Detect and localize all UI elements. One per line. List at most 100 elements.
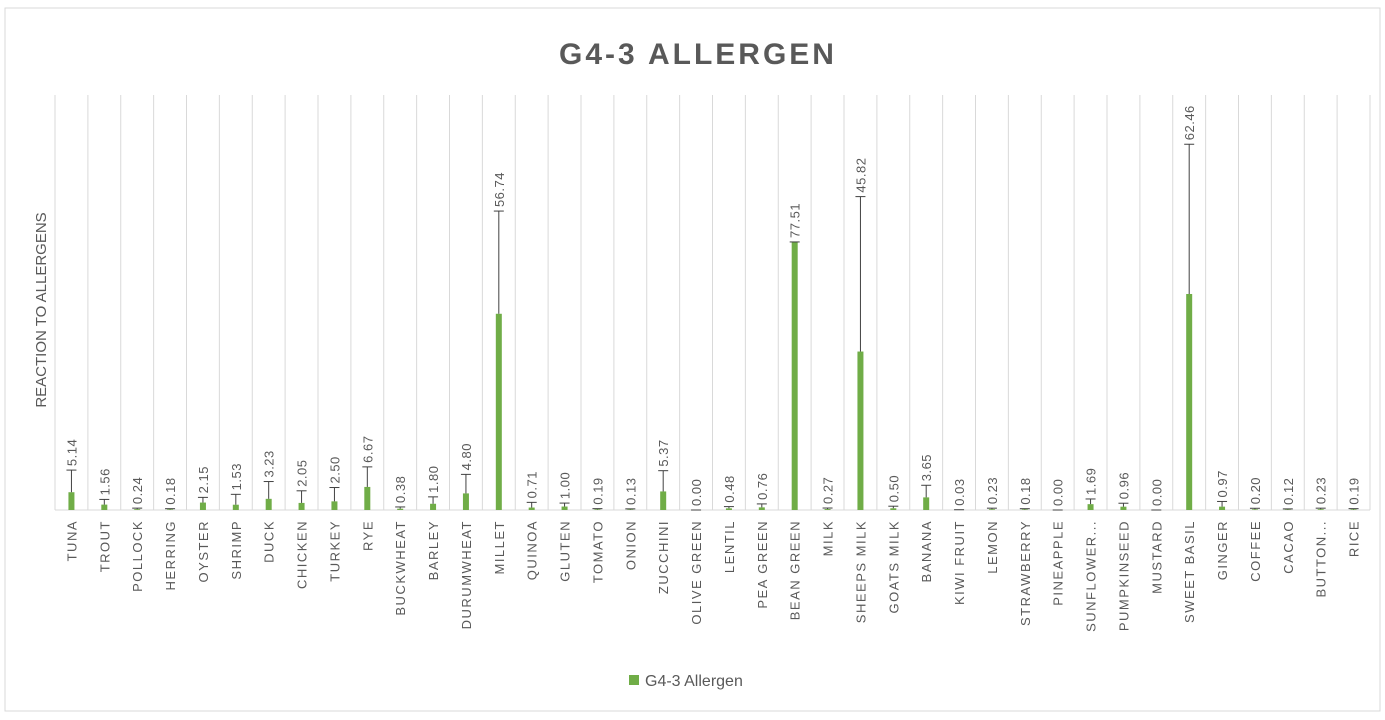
data-label: 62.46 bbox=[1182, 105, 1197, 140]
data-label: 0.96 bbox=[1116, 472, 1131, 499]
bar bbox=[1022, 509, 1028, 510]
x-tick-label: PUMPKINSEED bbox=[1116, 520, 1131, 631]
data-label: 5.37 bbox=[656, 439, 671, 466]
x-tick-label: TOMATO bbox=[590, 520, 605, 583]
bar bbox=[68, 492, 74, 510]
x-tick-label: GLUTEN bbox=[558, 520, 573, 582]
x-tick-label: SWEET BASIL bbox=[1182, 520, 1197, 623]
x-tick-label: BUCKWHEAT bbox=[393, 520, 408, 616]
bar bbox=[397, 509, 403, 510]
data-label: 1.69 bbox=[1084, 468, 1099, 495]
data-label: 56.74 bbox=[492, 172, 507, 207]
bar bbox=[989, 509, 995, 510]
bar bbox=[266, 499, 272, 510]
data-label: 0.23 bbox=[985, 477, 1000, 504]
x-tick-label: TROUT bbox=[97, 520, 112, 572]
data-label: 0.48 bbox=[722, 475, 737, 502]
x-tick-label: CACAO bbox=[1281, 520, 1296, 574]
x-tick-label: PEA GREEN bbox=[755, 520, 770, 609]
x-tick-label: OLIVE GREEN bbox=[689, 520, 704, 625]
bar bbox=[1219, 507, 1225, 510]
x-tick-label: DUCK bbox=[262, 520, 277, 563]
data-label: 1.56 bbox=[97, 468, 112, 495]
data-label: 6.67 bbox=[360, 436, 375, 463]
bar bbox=[430, 504, 436, 510]
x-tick-label: PINEAPPLE bbox=[1051, 520, 1066, 606]
x-tick-label: LEMON bbox=[985, 520, 1000, 574]
legend-swatch bbox=[629, 675, 639, 685]
x-tick-label: BUTTON... bbox=[1314, 520, 1329, 598]
bar bbox=[496, 314, 502, 510]
bar bbox=[364, 487, 370, 510]
data-label: 0.24 bbox=[130, 477, 145, 504]
bar bbox=[562, 507, 568, 510]
bar bbox=[890, 508, 896, 510]
bar bbox=[1318, 509, 1324, 510]
data-label: 0.12 bbox=[1281, 478, 1296, 505]
bar bbox=[759, 507, 765, 510]
data-label: 0.00 bbox=[1149, 479, 1164, 506]
x-tick-label: ONION bbox=[623, 520, 638, 570]
x-tick-label: ZUCCHINI bbox=[656, 520, 671, 594]
data-label: 45.82 bbox=[853, 158, 868, 193]
data-label: 5.14 bbox=[64, 439, 79, 466]
bar bbox=[1351, 509, 1357, 510]
bar bbox=[1252, 509, 1258, 510]
x-tick-label: RICE bbox=[1347, 520, 1362, 557]
bar bbox=[660, 491, 666, 510]
x-tick-label: QUINOA bbox=[525, 520, 540, 580]
data-label: 0.38 bbox=[393, 476, 408, 503]
data-label: 0.18 bbox=[163, 477, 178, 504]
bar bbox=[594, 509, 600, 510]
x-tick-label: MILLET bbox=[492, 520, 507, 575]
bar bbox=[825, 509, 831, 510]
data-label: 0.20 bbox=[1248, 477, 1263, 504]
x-tick-label: HERRING bbox=[163, 520, 178, 590]
x-tick-label: POLLOCK bbox=[130, 520, 145, 592]
chart-title: G4-3 ALLERGEN bbox=[559, 38, 837, 71]
bar bbox=[923, 497, 929, 510]
x-tick-label: LENTIL bbox=[722, 520, 737, 573]
data-label: 4.80 bbox=[459, 443, 474, 470]
data-label: 2.05 bbox=[295, 459, 310, 486]
x-tick-label: SHRIMP bbox=[229, 520, 244, 580]
data-label: 0.13 bbox=[623, 478, 638, 505]
bar bbox=[792, 242, 798, 510]
data-label: 3.23 bbox=[262, 450, 277, 477]
x-tick-label: SUNFLOWER... bbox=[1084, 520, 1099, 632]
bar bbox=[233, 505, 239, 510]
data-label: 0.97 bbox=[1215, 470, 1230, 497]
x-tick-label: TURKEY bbox=[327, 520, 342, 582]
x-tick-label: STRAWBERRY bbox=[1018, 520, 1033, 626]
data-label: 1.80 bbox=[426, 466, 441, 493]
x-tick-label: RYE bbox=[360, 520, 375, 551]
x-tick-label: BANANA bbox=[919, 520, 934, 582]
data-label: 0.03 bbox=[952, 478, 967, 505]
bar bbox=[857, 352, 863, 510]
data-label: 0.18 bbox=[1018, 477, 1033, 504]
bar bbox=[299, 503, 305, 510]
x-tick-label: DURUMWHEAT bbox=[459, 520, 474, 629]
x-tick-label: MUSTARD bbox=[1149, 520, 1164, 594]
data-label: 0.76 bbox=[755, 473, 770, 500]
x-tick-label: OYSTER bbox=[196, 520, 211, 582]
data-label: 0.71 bbox=[525, 471, 540, 498]
bar bbox=[134, 509, 140, 510]
data-label: 0.23 bbox=[1314, 477, 1329, 504]
bar bbox=[1120, 507, 1126, 510]
x-tick-label: GINGER bbox=[1215, 520, 1230, 580]
bar bbox=[101, 505, 107, 510]
x-tick-label: COFFEE bbox=[1248, 520, 1263, 582]
data-label: 1.00 bbox=[558, 472, 573, 499]
bar bbox=[726, 508, 732, 510]
data-label: 0.27 bbox=[821, 477, 836, 504]
data-label: 77.51 bbox=[788, 203, 803, 238]
x-tick-label: KIWI FRUIT bbox=[952, 520, 967, 605]
bar bbox=[463, 493, 469, 510]
y-axis-label: REACTION TO ALLERGENS bbox=[33, 212, 50, 407]
bar bbox=[200, 503, 206, 510]
x-tick-label: BEAN GREEN bbox=[788, 520, 803, 620]
bar bbox=[167, 509, 173, 510]
bar bbox=[529, 508, 535, 510]
